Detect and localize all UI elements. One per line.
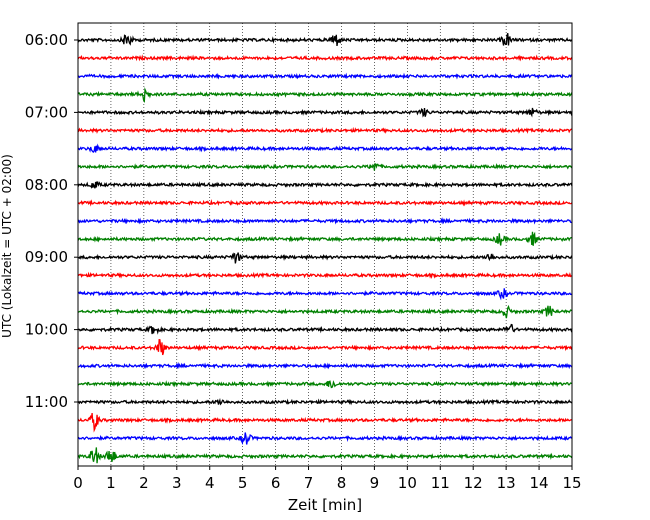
- seismic-trace: [77, 217, 573, 225]
- seismic-trace: [77, 361, 573, 370]
- y-tick-label: 09:00: [25, 248, 68, 266]
- x-tick-label: 5: [238, 474, 248, 492]
- x-tick-label: 9: [370, 474, 380, 492]
- seismic-trace: [77, 126, 573, 135]
- seismic-trace: [77, 338, 573, 356]
- seismic-trace: [77, 54, 573, 62]
- x-tick-label: 14: [530, 474, 549, 492]
- seismic-trace: [77, 288, 573, 301]
- x-tick-label: 6: [271, 474, 281, 492]
- seismic-trace: [77, 304, 573, 319]
- x-tick-label: 13: [497, 474, 516, 492]
- x-axis-label: Zeit [min]: [288, 496, 362, 514]
- seismic-trace: [77, 271, 573, 280]
- y-axis-label: UTC (Lokalzeit = UTC + 02:00): [0, 154, 14, 338]
- seismic-trace: [77, 162, 573, 171]
- seismic-trace: [77, 380, 573, 389]
- seismic-trace: [77, 143, 573, 153]
- x-tick-label: 12: [464, 474, 483, 492]
- x-tick-label: 3: [172, 474, 182, 492]
- seismic-trace: [77, 199, 573, 207]
- seismic-trace: [77, 432, 573, 445]
- x-tick-label: 8: [337, 474, 347, 492]
- seismic-trace: [77, 397, 573, 406]
- seismic-trace: [77, 181, 573, 189]
- seismic-trace: [77, 107, 573, 118]
- x-tick-label: 0: [73, 474, 83, 492]
- x-tick-label: 4: [205, 474, 215, 492]
- seismic-trace: [77, 231, 573, 246]
- y-tick-label: 07:00: [25, 103, 68, 121]
- seismic-trace: [77, 323, 573, 335]
- y-tick-label: 10:00: [25, 321, 68, 339]
- seismic-trace: [77, 72, 573, 80]
- seismic-trace: [77, 87, 573, 104]
- y-tick-label: 11:00: [25, 393, 68, 411]
- seismic-trace: [77, 32, 573, 46]
- seismic-traces: [77, 32, 573, 464]
- seismic-trace: [77, 447, 573, 464]
- x-tick-label: 11: [431, 474, 450, 492]
- x-axis-ticks: 0 1 2 3 4 5 6 7 8 9 10 11 12 13 14 15: [73, 466, 582, 492]
- seismic-trace: [77, 412, 573, 433]
- grid-lines: [110, 23, 540, 466]
- y-axis-ticks: 06:00 07:00 08:00 09:00 10:00 11:00: [25, 31, 78, 411]
- x-tick-label: 1: [106, 474, 116, 492]
- plot-frame: [77, 22, 573, 467]
- y-tick-label: 06:00: [25, 31, 68, 49]
- x-tick-label: 10: [398, 474, 417, 492]
- seismic-trace: [77, 252, 573, 264]
- x-tick-label: 2: [139, 474, 149, 492]
- y-tick-label: 08:00: [25, 176, 68, 194]
- x-tick-label: 15: [562, 474, 581, 492]
- x-tick-label: 7: [304, 474, 314, 492]
